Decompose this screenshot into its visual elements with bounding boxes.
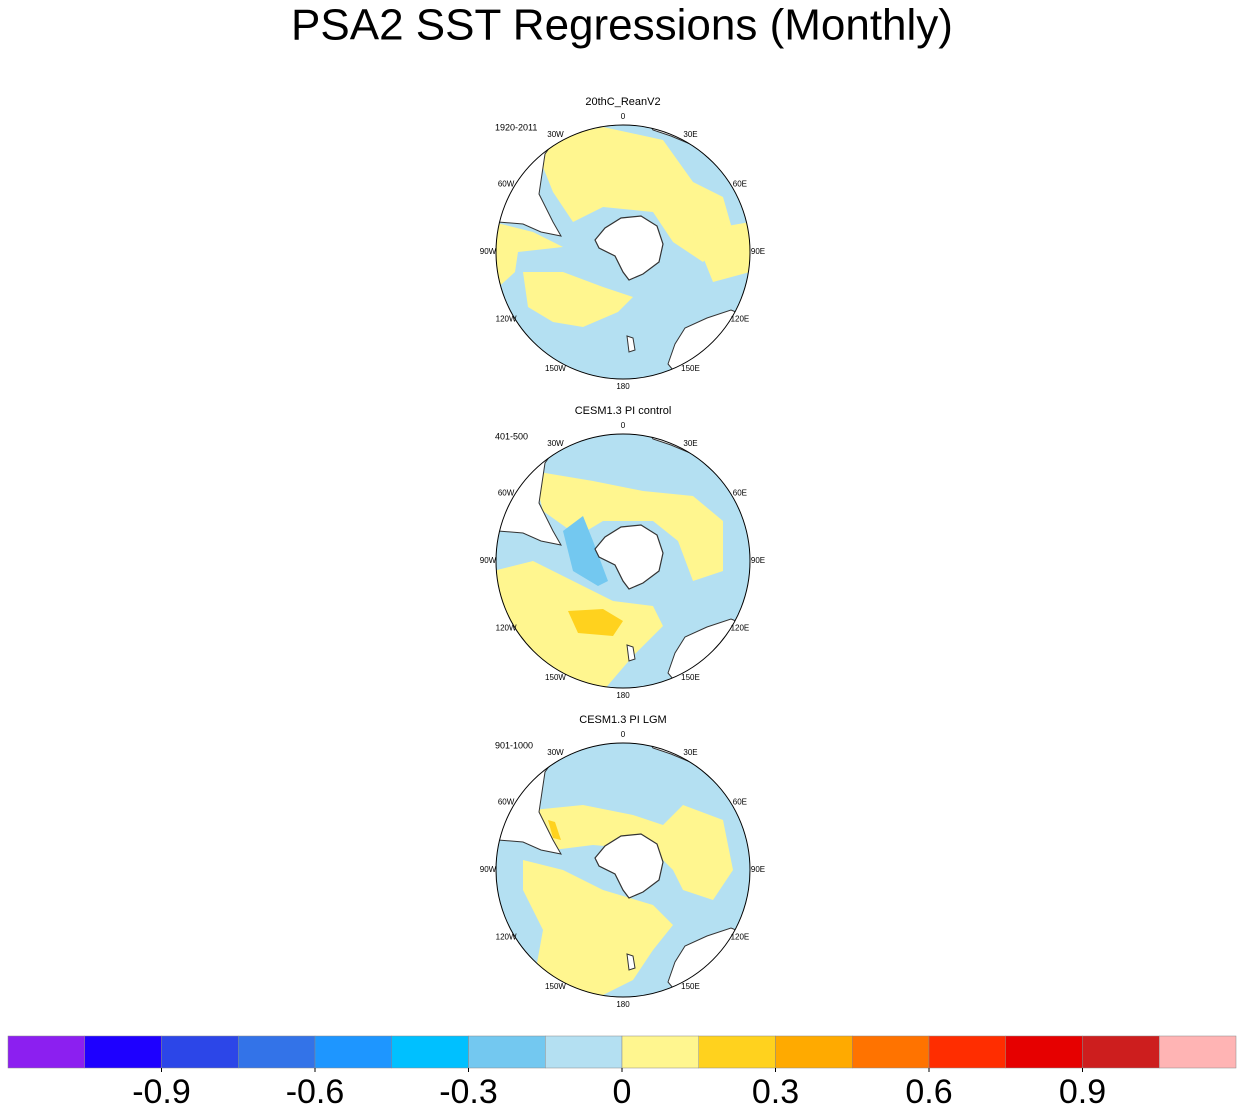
colorbar-box xyxy=(1159,1035,1237,1069)
longitude-label: 120W xyxy=(496,315,517,324)
longitude-label: 30E xyxy=(683,748,697,757)
longitude-label: 90E xyxy=(751,556,765,565)
colorbar-box xyxy=(314,1035,392,1069)
colorbar-box xyxy=(468,1035,546,1069)
colorbar-box xyxy=(7,1035,85,1069)
longitude-label: 60E xyxy=(733,180,747,189)
longitude-label: 60W xyxy=(498,180,515,189)
longitude-label: 120E xyxy=(731,315,750,324)
longitude-label: 150W xyxy=(545,364,566,373)
longitude-label: 90W xyxy=(480,556,497,565)
longitude-label: 30E xyxy=(683,439,697,448)
map-panel xyxy=(495,742,751,998)
map-panel xyxy=(495,433,751,689)
colorbar-tick-label: -0.9 xyxy=(132,1073,191,1111)
longitude-label: 30E xyxy=(683,130,697,139)
longitude-label: 0 xyxy=(621,730,626,739)
longitude-label: 0 xyxy=(621,112,626,121)
longitude-label: 60W xyxy=(498,798,515,807)
longitude-label: 30W xyxy=(547,439,564,448)
colorbar-tick-label: 0.6 xyxy=(905,1073,952,1111)
longitude-label: 150E xyxy=(681,982,700,991)
longitude-label: 180 xyxy=(616,691,630,700)
colorbar-tick-label: 0 xyxy=(613,1073,632,1111)
colorbar-tick-label: 0.3 xyxy=(752,1073,799,1111)
longitude-label: 90E xyxy=(751,865,765,874)
longitude-label: 150W xyxy=(545,673,566,682)
longitude-label: 150E xyxy=(681,364,700,373)
colorbar-box xyxy=(698,1035,776,1069)
colorbar-box xyxy=(852,1035,930,1069)
panel-title: 20thC_ReanV2 xyxy=(585,96,660,108)
colorbar-box xyxy=(238,1035,316,1069)
colorbar-tick-label: -0.6 xyxy=(286,1073,345,1111)
colorbar: -0.9 -0.6 -0.3 0 0.3 0.6 0.9 xyxy=(7,1035,1237,1111)
colorbar-tick-label: 0.9 xyxy=(1059,1073,1106,1111)
colorbar-box xyxy=(928,1035,1006,1069)
colorbar-tick-label: -0.3 xyxy=(439,1073,498,1111)
panel-period: 1920-2011 xyxy=(495,122,537,132)
longitude-label: 0 xyxy=(621,421,626,430)
panel-title: CESM1.3 PI LGM xyxy=(579,714,666,726)
longitude-label: 120W xyxy=(496,624,517,633)
longitude-label: 120W xyxy=(496,933,517,942)
panel-period: 401-500 xyxy=(495,431,528,441)
colorbar-box xyxy=(1005,1035,1083,1069)
colorbar-box xyxy=(1082,1035,1160,1069)
longitude-label: 150E xyxy=(681,673,700,682)
map-panel xyxy=(495,124,751,380)
longitude-label: 30W xyxy=(547,130,564,139)
colorbar-box xyxy=(621,1035,699,1069)
longitude-label: 60W xyxy=(498,489,515,498)
colorbar-box xyxy=(545,1035,623,1069)
colorbar-box xyxy=(775,1035,853,1069)
colorbar-box xyxy=(161,1035,239,1069)
longitude-label: 60E xyxy=(733,798,747,807)
longitude-label: 30W xyxy=(547,748,564,757)
longitude-label: 150W xyxy=(545,982,566,991)
colorbar-box xyxy=(391,1035,469,1069)
panel-title: CESM1.3 PI control xyxy=(575,405,672,417)
longitude-label: 120E xyxy=(731,933,750,942)
longitude-label: 60E xyxy=(733,489,747,498)
longitude-label: 90E xyxy=(751,247,765,256)
figure-title: PSA2 SST Regressions (Monthly) xyxy=(291,1,953,50)
longitude-label: 90W xyxy=(480,865,497,874)
longitude-label: 90W xyxy=(480,247,497,256)
longitude-label: 120E xyxy=(731,624,750,633)
longitude-label: 180 xyxy=(616,382,630,391)
panel-period: 901-1000 xyxy=(495,740,533,750)
longitude-label: 180 xyxy=(616,1000,630,1009)
colorbar-box xyxy=(84,1035,162,1069)
